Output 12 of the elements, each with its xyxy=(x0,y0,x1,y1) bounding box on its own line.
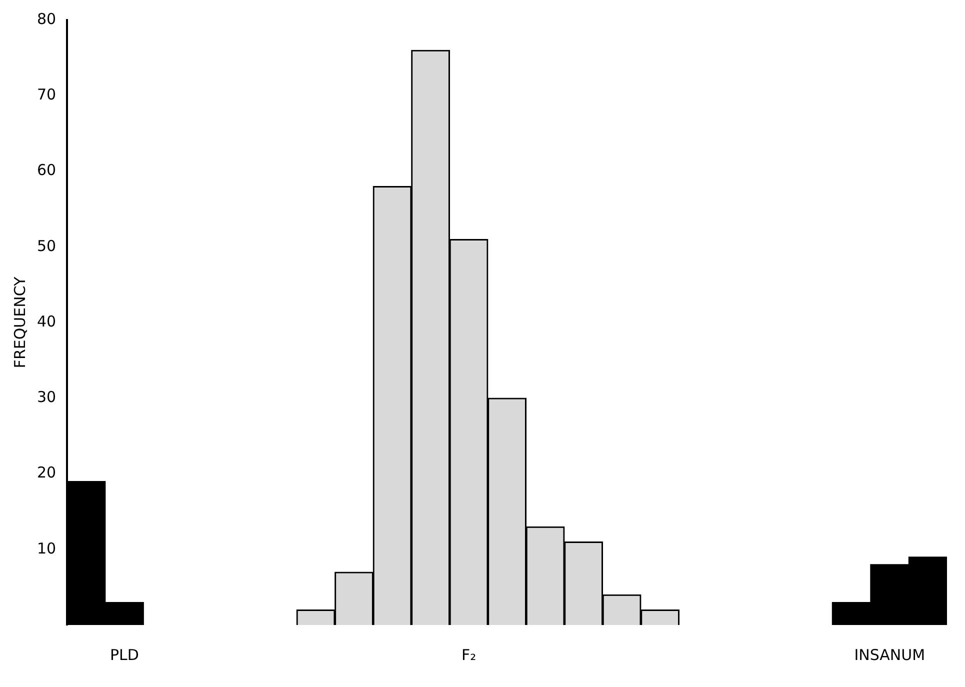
y-tick-label: 40 xyxy=(36,312,56,330)
x-tick-label: PLD xyxy=(110,646,139,664)
y-tick-label: 60 xyxy=(36,161,56,180)
y-axis-title: FREQUENCY xyxy=(10,276,29,368)
y-tick-label: 10 xyxy=(36,539,56,558)
y-tick-label: 70 xyxy=(36,86,56,104)
y-tick-label: 80 xyxy=(36,10,56,28)
y-tick-label: 50 xyxy=(36,236,56,255)
x-tick-label: F₂ xyxy=(461,646,476,664)
y-tick-label: 20 xyxy=(36,464,56,482)
y-tick-label: 30 xyxy=(36,388,56,406)
x-tick-label: INSANUM xyxy=(854,646,926,664)
